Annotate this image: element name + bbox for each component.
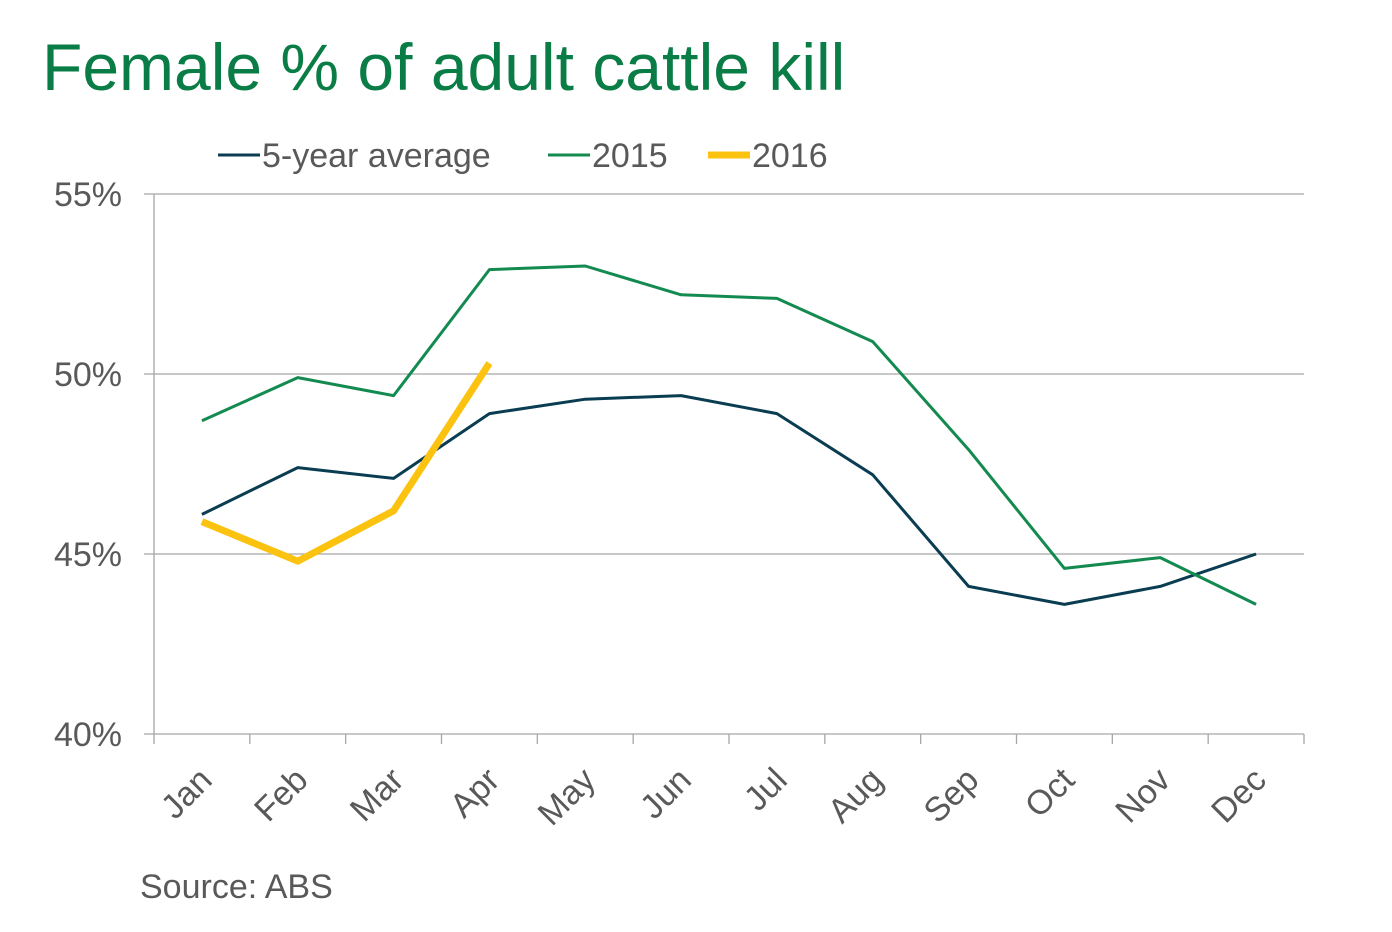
x-tick-label: Oct bbox=[1018, 760, 1083, 825]
y-tick-label: 50% bbox=[54, 356, 122, 394]
legend-label: 2015 bbox=[592, 137, 668, 175]
x-tick-label: May bbox=[531, 761, 603, 833]
x-tick-label: Aug bbox=[821, 761, 891, 831]
x-tick-label: Dec bbox=[1204, 761, 1274, 831]
x-tick-label: Jan bbox=[154, 761, 220, 827]
x-tick-label: Mar bbox=[343, 761, 411, 829]
series-line bbox=[200, 361, 493, 565]
y-tick-label: 55% bbox=[54, 176, 122, 214]
legend-label: 2016 bbox=[752, 137, 828, 175]
x-tick-label: Nov bbox=[1108, 761, 1178, 831]
x-tick-label: Apr bbox=[443, 761, 507, 825]
y-tick-label: 45% bbox=[54, 536, 122, 574]
x-tick-label: Jul bbox=[737, 761, 795, 819]
legend-label: 5-year average bbox=[262, 137, 491, 175]
x-tick-label: Sep bbox=[917, 761, 987, 831]
chart-title: Female % of adult cattle kill bbox=[42, 30, 845, 104]
x-tick-label: Feb bbox=[247, 761, 315, 829]
series-line bbox=[201, 394, 1257, 606]
source-note: Source: ABS bbox=[140, 868, 333, 906]
series-line bbox=[201, 264, 1257, 606]
y-tick-label: 40% bbox=[54, 716, 122, 754]
x-tick-label: Jun bbox=[633, 761, 699, 827]
